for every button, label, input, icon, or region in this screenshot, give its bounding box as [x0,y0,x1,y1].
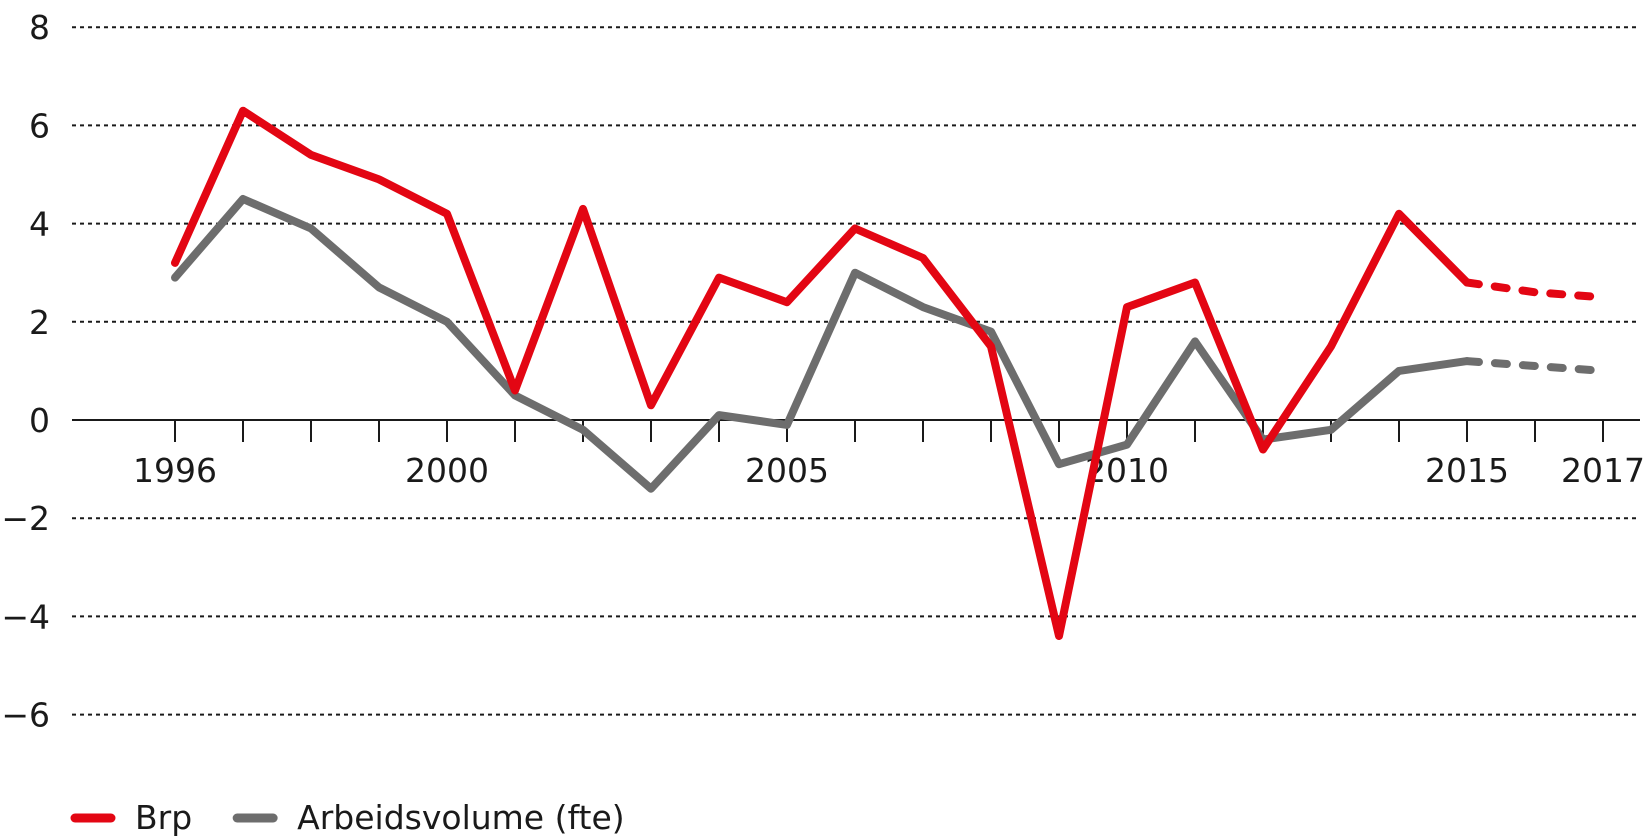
y-axis: 8 6 4 2 0 −2 −4 −6 [1,8,50,734]
x-tick-label: 1996 [133,451,217,490]
legend: Brp Arbeidsvolume (fte) [70,798,625,837]
x-tick-label: 2017 [1561,451,1645,490]
series-forecast-line [1463,278,1607,302]
y-tick-label: 2 [29,303,50,342]
y-tick-label: 0 [29,401,50,440]
x-tick-label: 2005 [745,451,829,490]
series-line [171,106,1471,640]
x-tick-label: 2015 [1425,451,1509,490]
y-tick-label: 8 [29,8,50,47]
x-tick-label: 2000 [405,451,489,490]
series-line [171,195,1471,493]
x-axis: 1996 2000 2005 2010 2015 2017 [133,420,1645,490]
series-forecast-line [1463,357,1607,375]
y-tick-label: 4 [29,205,50,244]
y-tick-label: 6 [29,106,50,145]
y-tick-label: −4 [1,597,50,636]
legend-label: Arbeidsvolume (fte) [297,798,624,837]
y-tick-label: −6 [1,696,50,735]
y-tick-label: −2 [1,499,50,538]
series-lines [171,106,1607,640]
legend-label: Brp [135,798,192,837]
